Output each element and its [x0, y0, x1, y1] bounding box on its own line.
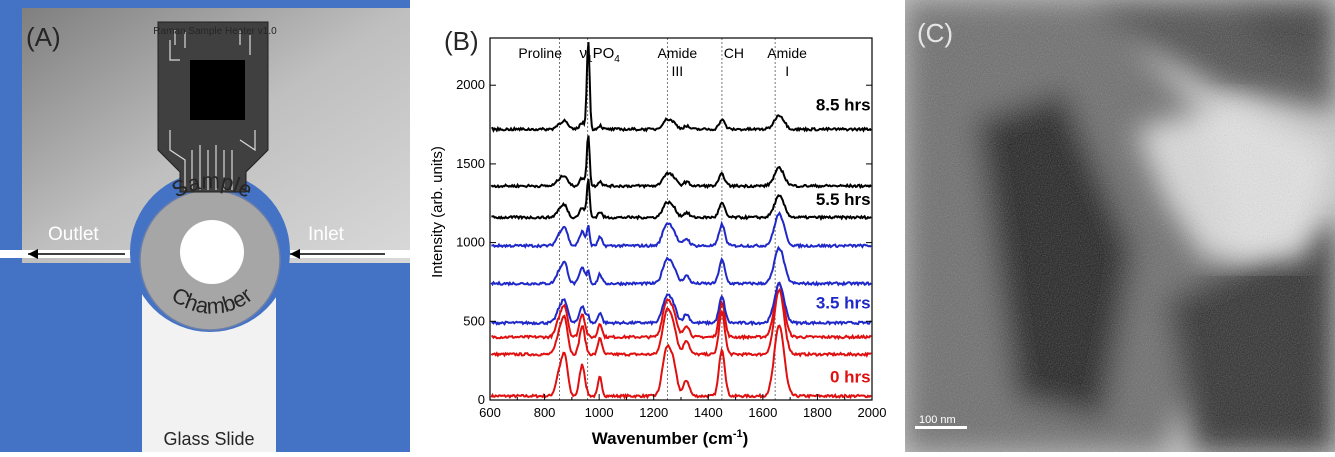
y-axis-label: Intensity (arb. units) [429, 146, 446, 278]
x-axis-ticks: 600 800 1000 1200 1400 1600 1800 2000 [479, 394, 886, 420]
panel-c-label: (C) [917, 18, 953, 48]
spectrum-line [490, 135, 872, 190]
chamber-window [180, 220, 244, 284]
spectrum-line [491, 42, 872, 133]
raman-spectra-chart: (B) 600 800 1000 1200 1400 1600 1800 2000 0 500 1… [429, 26, 886, 448]
panel-a-schematic: Sample Chamber (A) Raman Sample Heater v… [0, 0, 420, 452]
x-axis-label: Wavenumber (cm-1) [592, 428, 749, 448]
panel-a-label: (A) [26, 22, 61, 52]
x-tick-label: 1800 [803, 405, 832, 420]
band-label: Proline [518, 45, 562, 61]
y-tick-label: 1000 [456, 235, 485, 250]
x-tick-label: 600 [479, 405, 501, 420]
band-label-line2: III [672, 63, 684, 79]
x-tick-label: 2000 [858, 405, 887, 420]
spectrum-line [491, 178, 872, 222]
device-schematic: Sample Chamber (A) Raman Sample Heater v… [0, 0, 410, 452]
x-tick-label: 800 [534, 405, 556, 420]
scale-bar [915, 426, 967, 429]
time-label: 3.5 hrs [816, 294, 871, 313]
band-label: Amide [767, 45, 807, 61]
spectrum-line [491, 282, 872, 341]
spectrum-line [491, 281, 872, 327]
spectrum-line [491, 210, 872, 250]
panel-c-micrograph: (C) 100 nm [905, 0, 1335, 452]
x-tick-label: 1200 [639, 405, 668, 420]
y-tick-label: 2000 [456, 77, 485, 92]
inlet-label: Inlet [308, 224, 345, 245]
tem-image: (C) 100 nm [905, 0, 1335, 452]
band-label: ν1PO4 [580, 45, 621, 65]
band-label: CH [724, 45, 744, 61]
plot-frame [489, 37, 873, 401]
band-labels: Proline ν1PO4 Amide III CH Amide I [518, 45, 807, 79]
spectrum-line [490, 245, 872, 287]
spectra-series [490, 42, 872, 400]
reference-lines [559, 38, 776, 400]
y-tick-label: 500 [463, 313, 485, 328]
time-labels: 8.5 hrs 5.5 hrs 3.5 hrs 0 hrs [816, 95, 871, 386]
y-tick-label: 0 [478, 392, 485, 407]
time-label: 5.5 hrs [816, 190, 871, 209]
x-tick-label: 1600 [748, 405, 777, 420]
inlet-arrow [290, 249, 300, 259]
band-label: Amide [658, 45, 698, 61]
heater-chip [190, 60, 245, 120]
panel-b-chart: (B) 600 800 1000 1200 1400 1600 1800 2000 0 500 1… [420, 0, 900, 452]
time-label: 8.5 hrs [816, 95, 871, 114]
band-label-line2: I [785, 63, 789, 79]
device-title: Raman Sample Heater v1.0 [153, 26, 277, 37]
circuit-traces [169, 30, 256, 190]
outlet-label: Outlet [48, 224, 99, 245]
time-label: 0 hrs [830, 368, 871, 387]
x-tick-label: 1400 [694, 405, 723, 420]
panel-b-label: (B) [444, 26, 479, 56]
y-axis-ticks: 0 500 1000 1500 2000 [456, 77, 872, 407]
spectrum-line [490, 324, 872, 400]
glass-slide-label: Glass Slide [163, 429, 254, 449]
spectrum-line [490, 287, 872, 358]
scale-bar-label: 100 nm [919, 414, 956, 426]
y-tick-label: 1500 [456, 156, 485, 171]
x-tick-label: 1000 [585, 405, 614, 420]
outlet-arrow [28, 249, 38, 259]
